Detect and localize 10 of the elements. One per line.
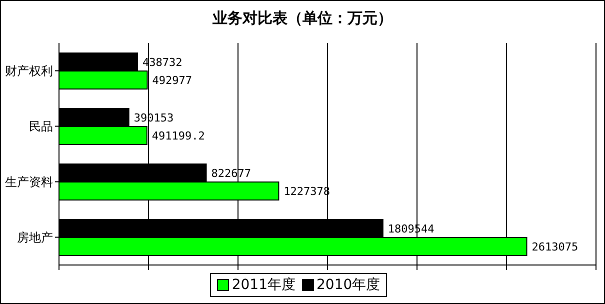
legend-label: 2011年度 — [230, 276, 296, 294]
y-tick-label: 房地产 — [17, 230, 53, 245]
chart-title: 业务对比表（单位：万元） — [212, 9, 394, 28]
y-tick-label: 生产资料 — [5, 175, 53, 190]
y-tick-label: 财产权利 — [5, 64, 53, 78]
legend-label: 2010年度 — [316, 276, 380, 294]
data-label: 491199.2 — [152, 129, 205, 142]
data-label: 2613075 — [532, 240, 578, 254]
data-label: 492977 — [152, 74, 192, 87]
y-tick-label: 民品 — [29, 120, 53, 134]
